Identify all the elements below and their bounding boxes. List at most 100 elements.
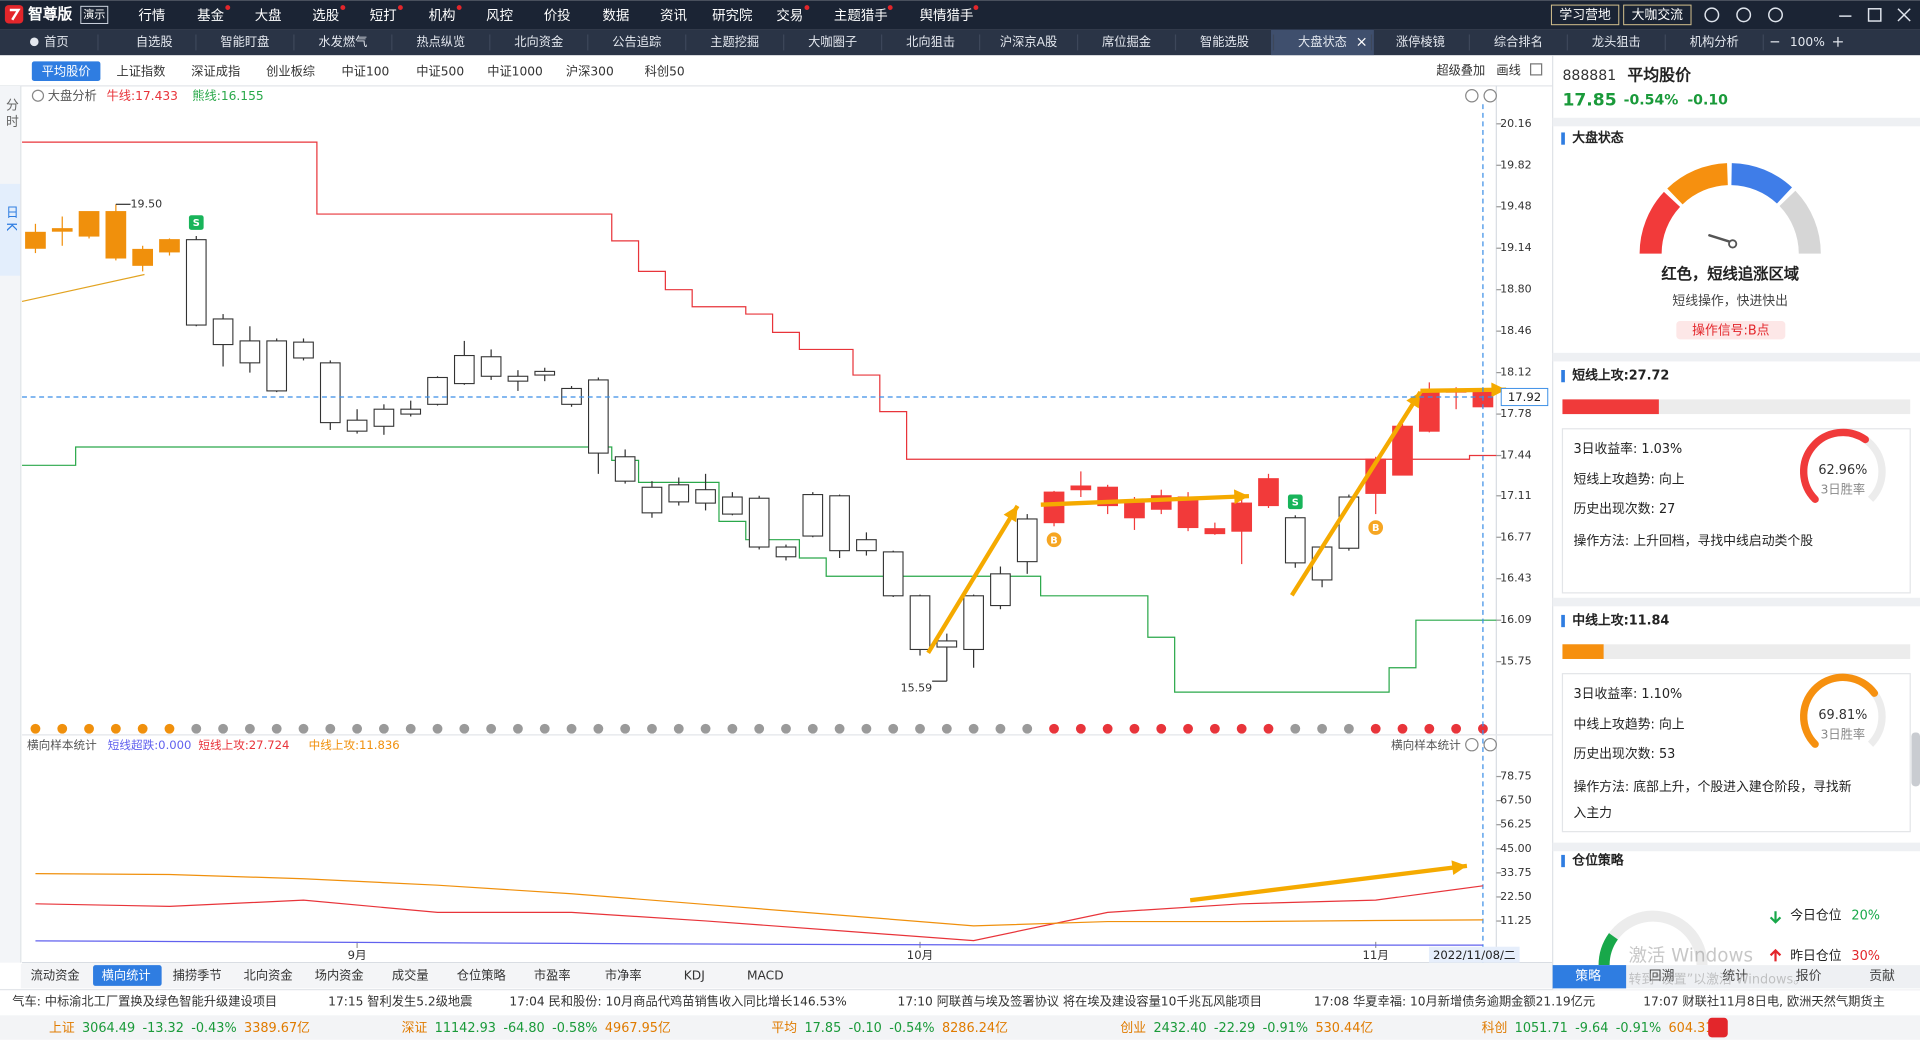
candle-body [588,379,609,454]
menu-button-box[interactable] [1550,4,1620,26]
bottom-tab[interactable]: 市盈率 [534,968,571,983]
menu-item[interactable]: 基金 [197,7,224,24]
tab[interactable]: 大咖圈子 [808,34,857,49]
tab[interactable]: 智能选股 [1200,34,1249,49]
index-tab[interactable]: 平均股价 [42,64,91,78]
status-dot [84,723,94,734]
panel-tab[interactable]: 策略 [1575,968,1601,984]
candle-body [373,408,395,427]
legend-toggle [31,89,45,102]
panel-tab[interactable]: 统计 [1722,969,1748,984]
menu-item[interactable]: 研究院 [712,8,752,24]
news-item[interactable]: 17:15 智利发生5.2级地震 [328,993,472,1008]
menu-item[interactable]: 机构 [429,8,456,24]
badge: 演示 [83,7,105,21]
menu-item[interactable]: 舆情猎手 [920,8,974,24]
bottom-tab[interactable]: 北向资金 [244,968,293,983]
candle-body [1016,518,1038,563]
chart-tool[interactable]: 画线 [1496,64,1520,78]
tab-close [1357,37,1366,46]
index-tab[interactable]: 沪深300 [566,64,614,78]
news-item[interactable]: 17:08 华夏幸福: 10月新增债务逾期金额21.19亿元 [1314,993,1595,1008]
drawn-arrow-head [1451,860,1467,876]
tab[interactable]: 自选股 [136,35,173,49]
tab[interactable]: 机构分析 [1690,34,1739,49]
menu-button-box[interactable] [1623,4,1692,26]
menu-item[interactable]: 价投 [544,8,571,24]
bottom-tab[interactable]: 流动资金 [31,968,80,983]
index-tab[interactable]: 中证1000 [487,63,543,78]
bottom-tab[interactable]: 横向统计 [102,968,151,983]
status-dot [110,723,121,734]
side-tab[interactable]: 日K [3,206,18,235]
index-tab[interactable]: 深证成指 [191,63,240,78]
bottom-tab[interactable]: MACD [747,969,784,983]
status-dot [915,723,925,734]
news-item[interactable]: 17:07 财联社11月8日电, 欧洲天然气期货主 [1643,993,1885,1008]
tab[interactable]: 水发燃气 [318,34,367,49]
menu-item[interactable]: 风控 [486,8,513,24]
status-dot [727,723,738,734]
tab[interactable]: 综合排名 [1494,34,1543,49]
stock-name: 平均股价 [1627,66,1691,85]
news-item[interactable]: 17:04 民和股份: 10月商品代鸡苗销售收入同比增长146.53% [509,993,846,1008]
tab[interactable]: 首页 [44,35,68,49]
tab[interactable]: 龙头狙击 [1592,35,1641,49]
attack-bar-track [1562,644,1911,659]
panel-tab[interactable]: 贡献 [1869,969,1895,984]
bottom-tab[interactable]: KDJ [684,969,705,983]
panel-tab[interactable]: 报价 [1796,969,1822,984]
index-tab[interactable]: 上证指数 [116,63,165,78]
bottom-tab[interactable]: 场内资金 [315,968,364,983]
detail-box [1561,673,1911,833]
menu-item[interactable]: 数据 [602,8,629,24]
bottom-tab[interactable]: 仓位策略 [457,968,507,983]
side-tab[interactable]: 分时 [3,98,18,131]
panel-tab[interactable]: 回溯 [1649,968,1675,984]
menu-item[interactable]: 大盘 [255,7,282,24]
annotation: 19.50 [131,197,163,210]
index-change: -64.80 [503,1021,544,1036]
status-dot [352,723,363,734]
signal-icon [1287,494,1303,510]
panel-separator [1552,352,1920,362]
index-tab[interactable]: 中证100 [341,63,389,78]
menu-item[interactable]: 行情 [138,8,165,24]
drawn-arrow-head [1003,505,1018,523]
tab[interactable]: 主题挖掘 [710,34,759,49]
bottom-tab[interactable]: 成交量 [392,968,429,983]
menu-button[interactable]: 学习营地 [1559,7,1611,23]
menu-item[interactable]: 资讯 [660,8,687,24]
menu-item[interactable]: 选股 [312,8,339,24]
index-price: 1051.71 [1515,1021,1568,1036]
tab[interactable]: 涨停棱镜 [1396,34,1445,49]
menu-button[interactable]: 大咖交流 [1632,7,1684,23]
index-pct: -0.58% [552,1021,597,1036]
tab[interactable]: 公告追踪 [612,34,661,49]
candle-body [319,362,341,424]
tab[interactable]: 沪深京A股 [1000,35,1057,49]
y-tick-label: 19.14 [1500,241,1532,254]
menu-item[interactable]: 主题猎手 [834,8,888,24]
index-tab[interactable]: 科创50 [645,64,685,78]
tab[interactable]: 北向资金 [514,34,563,49]
candle-body [507,375,529,382]
menu-item[interactable]: 交易 [776,7,803,24]
gauge-segment [1639,191,1681,255]
index-tab[interactable]: 创业板综 [266,64,315,78]
bottom-tab[interactable]: 捕捞季节 [173,968,222,983]
tab[interactable]: 大盘状态 [1298,34,1347,49]
tab[interactable]: 热点纵览 [416,34,465,49]
tab[interactable]: 北向狙击 [906,34,955,49]
news-item[interactable]: 17:10 阿联酋与埃及签署协议 将在埃及建设容量10千兆瓦风能项目 [898,993,1262,1008]
bottom-tab[interactable]: 市净率 [605,968,642,983]
section-marker [1561,132,1565,145]
chart-tool[interactable]: 超级叠加 [1436,63,1485,78]
menu-item[interactable]: 短打 [370,7,397,24]
index-tab[interactable]: 中证500 [416,63,464,78]
tab[interactable]: 智能盯盘 [220,34,269,49]
candle-body [1311,546,1333,581]
index-name: 创业 [1120,1021,1146,1036]
tab[interactable]: 席位掘金 [1102,34,1151,49]
news-item[interactable]: 气车: 中标渝北工厂置换及绿色智能升级建设项目 [12,993,277,1008]
